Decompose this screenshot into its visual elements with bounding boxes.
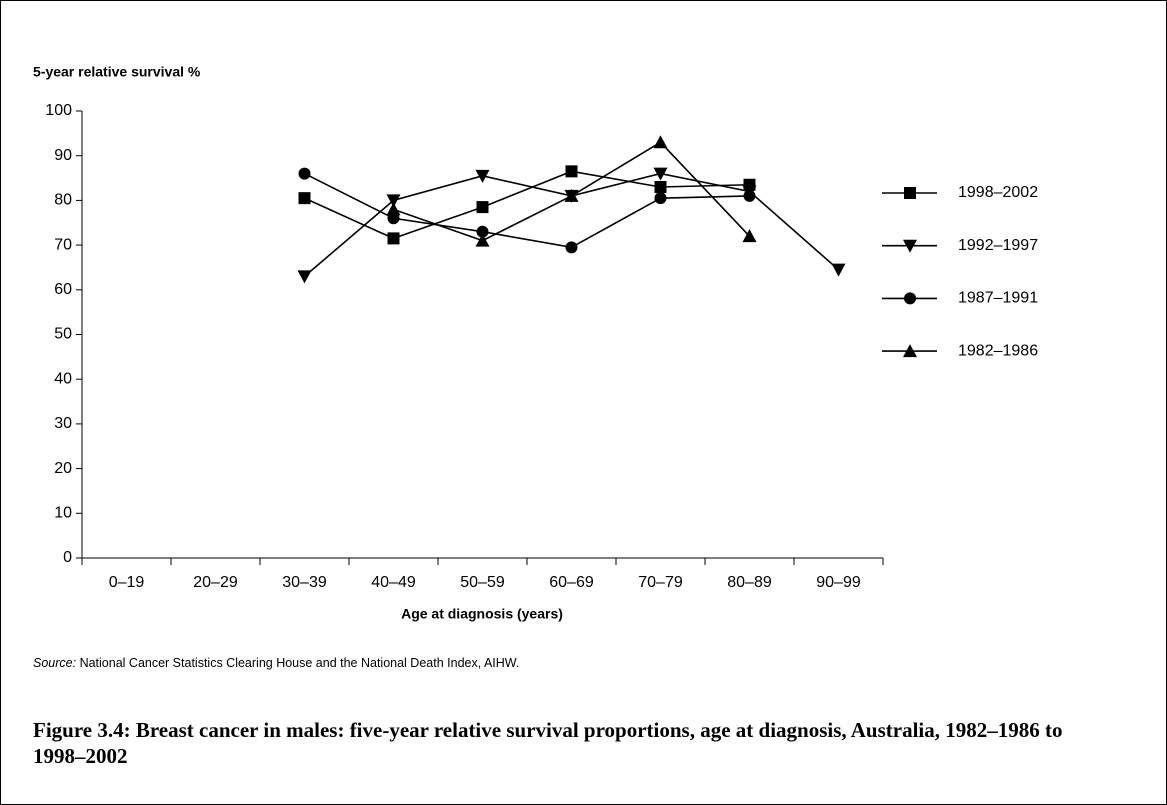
x-tick-label: 30–39 xyxy=(282,574,327,591)
data-point xyxy=(653,135,668,149)
legend-marker xyxy=(903,344,917,358)
data-point xyxy=(831,263,846,277)
x-tick-label: 20–29 xyxy=(193,574,238,591)
y-axis-title: 5-year relative survival % xyxy=(33,64,201,80)
x-tick-label: 70–79 xyxy=(638,574,683,591)
y-tick-label: 100 xyxy=(45,102,72,119)
x-tick-label: 80–89 xyxy=(727,574,772,591)
source: Source: National Cancer Statistics Clear… xyxy=(33,656,519,670)
data-point xyxy=(475,233,490,247)
x-tick-label: 40–49 xyxy=(371,574,416,591)
y-tick-label: 30 xyxy=(54,415,72,432)
data-point xyxy=(476,225,489,238)
legend-label: 1982–1986 xyxy=(958,342,1038,359)
data-point xyxy=(298,167,311,180)
legend-label: 1992–1997 xyxy=(958,237,1038,254)
data-point xyxy=(654,180,667,193)
data-point xyxy=(386,194,401,208)
x-tick-label: 90–99 xyxy=(816,574,861,591)
data-point xyxy=(742,229,757,243)
data-point xyxy=(564,188,579,202)
x-tick-label: 60–69 xyxy=(549,574,594,591)
y-tick-label: 20 xyxy=(54,460,72,477)
y-tick-label: 70 xyxy=(54,236,72,253)
legend-marker xyxy=(904,187,916,199)
data-point xyxy=(297,270,312,284)
source-text: National Cancer Statistics Clearing Hous… xyxy=(79,656,520,670)
x-tick-label: 0–19 xyxy=(109,574,145,591)
legend-label: 1987–1991 xyxy=(958,290,1038,307)
data-point xyxy=(743,189,756,202)
y-tick-label: 80 xyxy=(54,192,72,209)
data-point xyxy=(386,202,401,216)
data-point xyxy=(565,241,578,254)
x-axis-title: Age at diagnosis (years) xyxy=(401,606,563,622)
data-point xyxy=(565,165,578,178)
caption: Figure 3.4: Breast cancer in males: five… xyxy=(33,718,1063,768)
y-tick-label: 40 xyxy=(54,370,72,387)
data-point xyxy=(475,169,490,183)
y-tick-label: 0 xyxy=(63,549,72,566)
y-tick-label: 10 xyxy=(54,505,72,522)
legend-marker xyxy=(903,239,917,253)
data-point xyxy=(387,232,400,245)
legend-label: 1998–2002 xyxy=(958,184,1038,201)
series-line xyxy=(304,172,750,249)
data-point xyxy=(653,167,668,181)
source-label: Source: xyxy=(33,656,77,670)
data-point xyxy=(654,192,667,205)
series-line xyxy=(304,170,750,240)
y-tick-label: 50 xyxy=(54,326,72,343)
data-point xyxy=(476,201,489,214)
y-tick-label: 90 xyxy=(54,147,72,164)
legend-marker xyxy=(904,292,916,305)
y-tick-label: 60 xyxy=(54,281,72,298)
data-point xyxy=(298,192,311,205)
x-tick-label: 50–59 xyxy=(460,574,505,591)
